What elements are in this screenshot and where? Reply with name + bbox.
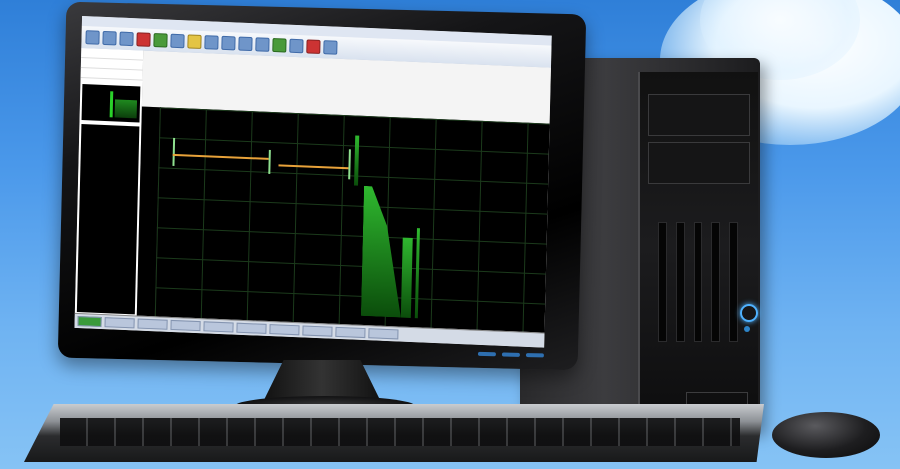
taskbar-item[interactable]	[104, 317, 135, 329]
open-icon[interactable]	[85, 30, 100, 45]
grid-icon[interactable]	[289, 38, 304, 54]
print-icon[interactable]	[119, 31, 134, 47]
thumbnail-list	[76, 124, 140, 315]
trace-segment	[172, 153, 269, 160]
trace-noise	[361, 186, 404, 318]
drive-bay	[648, 94, 750, 136]
trace-spike	[348, 149, 351, 180]
zoom-icon[interactable]	[170, 33, 185, 49]
record-icon[interactable]	[136, 32, 151, 47]
taskbar-item[interactable]	[269, 324, 300, 336]
system-tray[interactable]	[368, 328, 399, 340]
settings-icon[interactable]	[187, 34, 202, 50]
trace-spike	[172, 137, 176, 166]
cursor-icon[interactable]	[221, 35, 236, 51]
trace-plot-area[interactable]	[154, 107, 550, 334]
led-indicator	[744, 326, 750, 332]
navigation-panel	[74, 47, 145, 317]
taskbar-item[interactable]	[137, 318, 168, 330]
taskbar-item[interactable]	[170, 319, 201, 332]
trace-noise	[414, 228, 420, 319]
monitor-buttons	[477, 351, 544, 358]
export-icon[interactable]	[272, 37, 287, 53]
taskbar-item[interactable]	[203, 321, 234, 333]
vent-slots	[658, 222, 738, 342]
trace-thumbnail[interactable]	[81, 84, 141, 123]
nav-item[interactable]	[80, 67, 143, 81]
monitor	[57, 1, 587, 371]
tower-front-panel	[638, 72, 758, 422]
monitor-button[interactable]	[525, 353, 544, 358]
drive-bay	[648, 142, 750, 184]
trace-spike	[268, 149, 271, 174]
stop-icon[interactable]	[306, 39, 321, 54]
taskbar-item[interactable]	[302, 325, 333, 337]
refresh-icon[interactable]	[204, 35, 219, 50]
monitor-button[interactable]	[477, 351, 496, 357]
monitor-button[interactable]	[501, 352, 520, 357]
trace-noise	[400, 237, 413, 318]
marker-icon[interactable]	[238, 36, 253, 52]
save-icon[interactable]	[102, 30, 117, 46]
taskbar-item[interactable]	[236, 322, 267, 334]
screen	[74, 15, 552, 348]
start-button[interactable]	[77, 316, 102, 328]
keyboard-keys	[60, 418, 740, 446]
help-icon[interactable]	[323, 40, 338, 55]
taskbar-item[interactable]	[335, 326, 366, 339]
trace-segment	[278, 164, 349, 170]
mouse	[772, 412, 880, 458]
trace-peak	[354, 135, 360, 186]
measure-icon[interactable]	[255, 37, 270, 52]
play-icon[interactable]	[153, 32, 168, 48]
power-button-icon[interactable]	[740, 304, 758, 322]
